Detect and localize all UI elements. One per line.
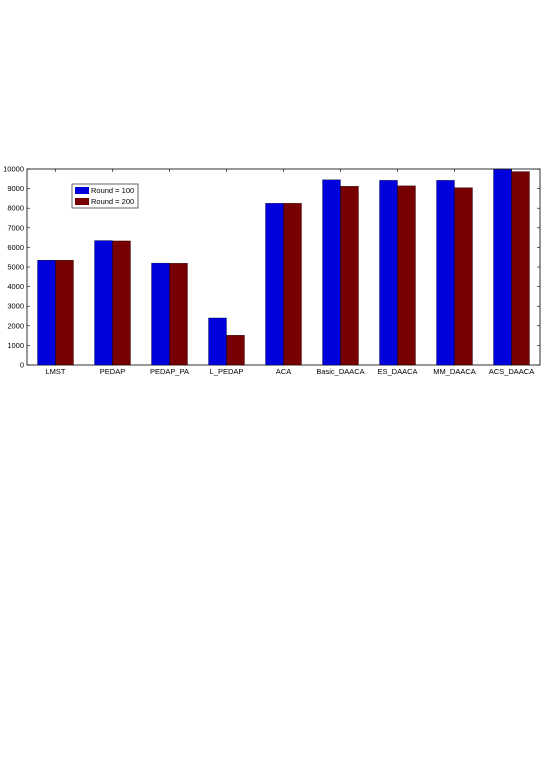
y-tick-label: 7000 [7,223,24,232]
bar-mm-daaca-series-2 [454,187,473,366]
legend-label-round-200: Round = 200 [91,197,134,206]
bar-pedap-series-1 [94,240,113,366]
bar-aca-series-1 [265,203,284,366]
x-tick-label: ES_DAACA [377,367,417,376]
legend-label-round-100: Round = 100 [91,186,134,195]
y-tick-label: 1000 [7,341,24,350]
bar-pedap-series-2 [112,240,131,366]
bar-mm-daaca-series-1 [436,180,455,366]
axis-layer: LMST PEDAP PEDAP_PA L_PEDAP ACA Basic_DAACA ES… [3,165,540,376]
legend: Round = 100 Round = 200 [71,183,139,209]
y-tick-label: 6000 [7,243,24,252]
x-tick-label: ACS_DAACA [489,367,534,376]
bar-pedap-pa-series-2 [169,263,188,366]
bar-pedap-pa-series-1 [151,262,170,366]
bar-es-daaca-series-2 [397,185,416,366]
legend-swatch-round-200 [75,198,89,205]
x-tick-label: PEDAP [100,367,125,376]
x-tick-label: PEDAP_PA [150,367,189,376]
x-tick-label: L_PEDAP [210,367,244,376]
bar-l-pedap-series-1 [208,317,227,366]
y-tick-label: 2000 [7,321,24,330]
bar-basic-daaca-series-1 [322,179,341,366]
bar-l-pedap-series-2 [226,335,245,366]
bar-acs-daaca-series-2 [511,171,530,366]
y-tick-label: 9000 [7,184,24,193]
y-tick-label: 4000 [7,282,24,291]
x-tick-label: ACA [276,367,291,376]
x-tick-label: Basic_DAACA [316,367,364,376]
y-tick-label: 8000 [7,204,24,213]
y-tick-label: 0 [20,361,24,370]
x-tick-label: LMST [45,367,65,376]
bar-lmst-series-1 [37,259,56,366]
bar-lmst-series-2 [55,259,74,366]
bars-layer [37,169,530,366]
bar-acs-daaca-series-1 [493,169,512,366]
y-tick-label: 3000 [7,302,24,311]
x-tick-label: MM_DAACA [433,367,476,376]
bar-basic-daaca-series-2 [340,186,359,366]
bar-aca-series-2 [283,203,302,366]
bar-es-daaca-series-1 [379,180,398,366]
legend-swatch-round-100 [75,187,89,194]
y-tick-label: 5000 [7,263,24,272]
y-tick-label: 10000 [3,165,24,174]
